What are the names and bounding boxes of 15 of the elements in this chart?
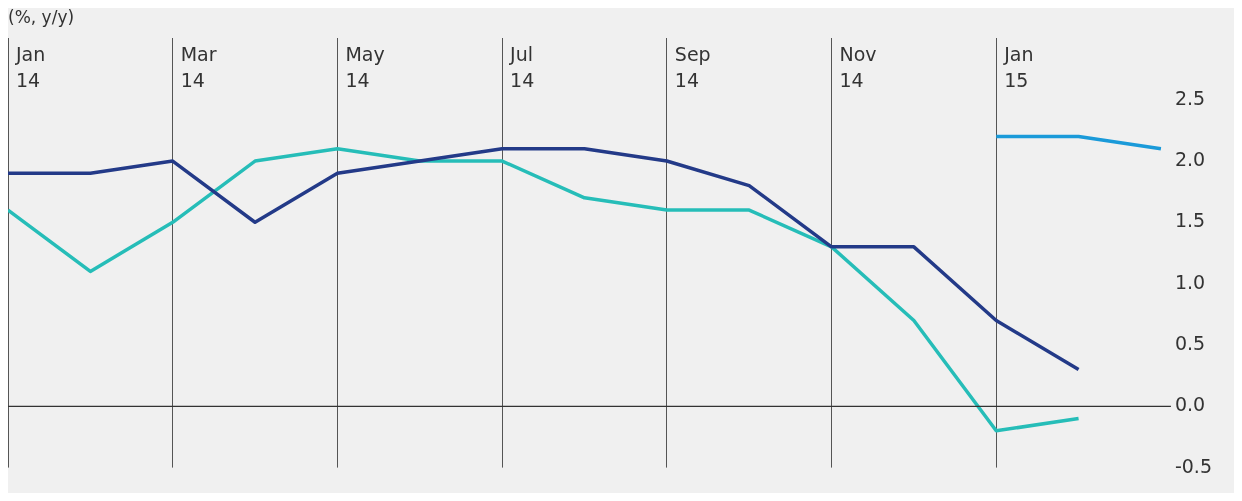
x-tick-label: May 14 xyxy=(345,42,385,91)
y-tick-label: 1.5 xyxy=(1174,209,1206,232)
y-tick-label: 0.0 xyxy=(1174,393,1206,416)
y-tick-label: 2.0 xyxy=(1174,147,1206,170)
y-tick-label: 1.0 xyxy=(1174,270,1206,293)
x-tick-label: Nov 14 xyxy=(839,42,877,91)
x-tick-label: Mar 14 xyxy=(180,42,217,91)
x-tick-label: Jul 14 xyxy=(509,42,535,91)
x-tick-label: Sep 14 xyxy=(674,42,711,91)
y-tick-label: 2.5 xyxy=(1174,86,1206,109)
x-tick-label: Jan 14 xyxy=(15,42,46,91)
y-tick-label: 0.5 xyxy=(1174,331,1206,354)
y-axis-title: (%, y/y) xyxy=(8,6,75,27)
y-tick-label: -0.5 xyxy=(1174,454,1213,477)
x-tick-label: Jan 15 xyxy=(1003,42,1034,91)
